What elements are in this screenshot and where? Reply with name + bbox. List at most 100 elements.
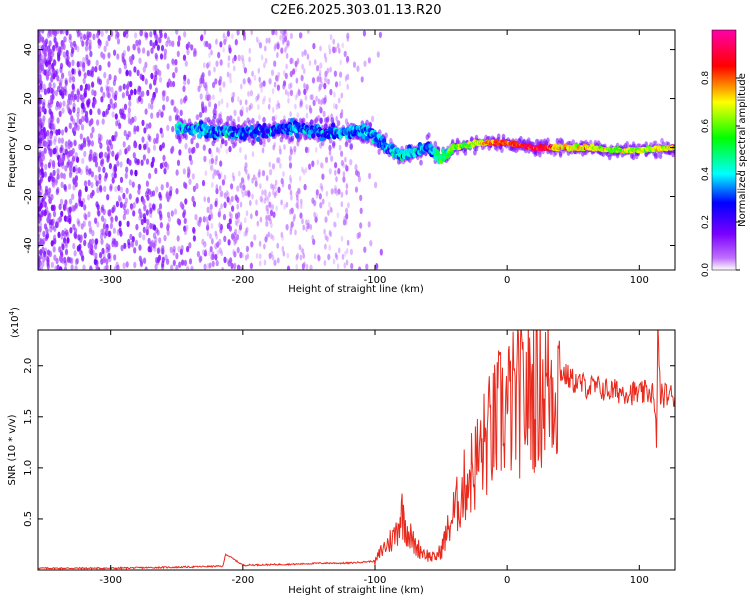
spectrogram-ridge-halo <box>252 137 257 144</box>
spectrogram-noise-mark <box>202 216 206 223</box>
spectrogram-noise-mark <box>88 168 92 175</box>
spectrogram-ridge-halo <box>178 137 182 144</box>
spectrogram-noise-mark <box>204 81 208 88</box>
spectrogram-noise-mark <box>172 259 176 267</box>
spectrogram-noise-mark <box>268 97 272 104</box>
spectrogram-noise-mark <box>160 131 164 139</box>
spectrogram-noise-mark <box>378 31 382 39</box>
spectrogram-noise-mark <box>328 149 332 156</box>
spectrogram-noise-mark <box>165 95 169 103</box>
spectrogram-noise-mark <box>90 140 94 147</box>
spectrogram-noise-mark <box>63 266 68 270</box>
spectrogram-noise-mark <box>218 185 222 192</box>
spectrogram-noise-mark <box>67 70 72 77</box>
spectrogram-noise-mark <box>39 176 44 184</box>
spectrogram-noise-mark <box>362 30 366 37</box>
spectrogram-noise-mark <box>203 105 207 112</box>
spectrogram-noise-mark <box>245 245 249 253</box>
spectrogram-noise-mark <box>247 90 250 97</box>
spectrogram-noise-mark <box>153 203 157 211</box>
spectrogram-noise-mark <box>94 238 98 245</box>
spectrogram-noise-mark <box>203 30 207 36</box>
spectrogram-noise-mark <box>265 214 269 221</box>
spectrogram-noise-mark <box>66 103 70 110</box>
spectrogram-noise-mark <box>153 224 157 231</box>
spectrogram-noise-mark <box>294 94 298 101</box>
spectrogram-noise-mark <box>305 263 309 270</box>
spectrogram-noise-mark <box>235 212 238 219</box>
spectrogram-noise-mark <box>190 138 194 145</box>
spectrogram-noise-mark <box>349 159 353 166</box>
spectrogram-noise-mark <box>218 207 222 214</box>
spectrogram-noise-mark <box>43 53 47 60</box>
spectrogram-noise-mark <box>314 146 318 153</box>
spectrogram-noise-mark <box>295 191 299 198</box>
spectrogram-noise-mark <box>272 211 276 218</box>
spectrogram-noise-mark <box>273 259 277 266</box>
spectrogram-noise-mark <box>93 258 97 266</box>
spectrogram-noise-mark <box>281 235 284 242</box>
spectrogram-noise-mark <box>340 191 344 198</box>
spectrogram-noise-mark <box>289 189 293 196</box>
spectrogram-noise-mark <box>111 172 115 179</box>
spectrogram-ridge-mark <box>256 136 261 142</box>
spectrogram-noise-mark <box>118 227 122 234</box>
spectrogram-noise-mark <box>318 86 321 93</box>
spectrogram-noise-mark <box>57 85 61 93</box>
spectrogram-noise-mark <box>303 88 307 96</box>
spectrogram-noise-mark <box>125 187 129 194</box>
spectrogram-noise-mark <box>141 197 145 205</box>
spectrogram-noise-mark <box>268 201 271 208</box>
snr-x-tick-label: -200 <box>231 575 254 586</box>
spectrogram-noise-mark <box>375 263 379 270</box>
spectrogram-noise-mark <box>276 52 279 58</box>
spectrogram-noise-mark <box>256 94 260 101</box>
spectrogram-noise-mark <box>64 79 68 87</box>
spectrogram-noise-mark <box>241 191 245 198</box>
spectrogram-noise-mark <box>211 237 214 244</box>
spectrogram-noise-mark <box>305 219 308 226</box>
spectrogram-noise-mark <box>64 146 68 153</box>
snr-x-ticks: -300 -200 -100 0 100 <box>99 330 649 586</box>
spectrogram-noise-mark <box>329 88 333 96</box>
spectrogram-noise-mark <box>338 47 341 54</box>
spectrogram-noise-mark <box>163 168 167 175</box>
spectrogram-noise-mark <box>51 223 55 230</box>
spectrogram-noise-mark <box>57 103 61 110</box>
spectrogram-noise-mark <box>137 47 141 54</box>
spectrogram-noise-mark <box>38 103 41 110</box>
spectrogram-noise-mark <box>258 240 262 247</box>
spectrogram-noise-mark <box>234 39 238 46</box>
spectrogram-noise-mark <box>271 204 275 210</box>
spectrogram-noise-mark <box>65 58 69 65</box>
spectrogram-noise-mark <box>91 238 95 245</box>
spectrogram-noise-mark <box>354 186 359 193</box>
spectrogram-noise-mark <box>160 110 164 118</box>
spectrogram-noise-mark <box>241 58 245 65</box>
spectrogram-noise-mark <box>71 205 75 212</box>
spectrogram-noise-mark <box>85 99 90 106</box>
spectrogram-noise-mark <box>285 63 288 70</box>
spectrogram-noise-mark <box>39 34 43 42</box>
spectrogram-noise-mark <box>114 90 118 97</box>
spectrogram-ridge-halo <box>571 139 575 146</box>
spectrogram-noise-mark <box>163 53 167 60</box>
spectrogram-noise-mark <box>149 31 153 38</box>
spectrogram-noise-mark <box>368 172 372 180</box>
spectrogram-noise-mark <box>338 144 342 151</box>
spectrogram-noise-mark <box>334 221 337 228</box>
spectrogram-noise-mark <box>79 133 83 140</box>
spectrogram-noise-mark <box>228 145 232 153</box>
spectrogram-noise-mark <box>357 175 361 183</box>
spectrogram-noise-mark <box>107 92 111 99</box>
spectrogram-noise-mark <box>273 60 277 67</box>
spectrogram-noise-mark <box>358 266 362 270</box>
spectrogram-noise-mark <box>294 60 298 68</box>
spectrogram-noise-mark <box>50 115 54 122</box>
spectrogram-noise-mark <box>73 93 77 101</box>
spectrogram-noise-mark <box>146 218 150 226</box>
spectrogram-noise-mark <box>114 131 118 138</box>
spectrogram-ridge-halo <box>463 149 468 156</box>
spectrogram-ridge-halo <box>233 140 238 147</box>
spectrogram-noise-mark <box>53 135 58 142</box>
